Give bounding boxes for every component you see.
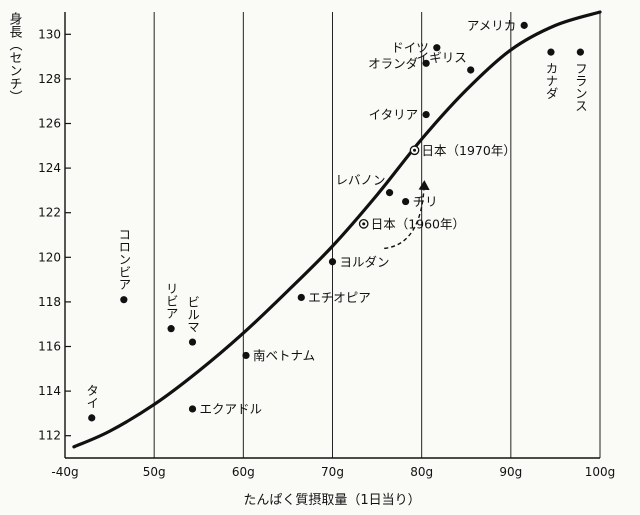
point-label-14: ドイツ — [391, 40, 429, 55]
trend-curve — [72, 10, 602, 449]
point-marker-7 — [328, 258, 337, 266]
axes: 112 114 116 118 120 122 124 126 128 130 -40g 50g 60g… — [38, 12, 615, 479]
y-tick-label-130: 130 — [38, 27, 61, 41]
point-label-15: イギリス — [417, 50, 467, 65]
y-tick-label-122: 122 — [38, 206, 61, 220]
point-marker-10 — [402, 197, 410, 206]
y-tick-label-112: 112 — [38, 429, 61, 443]
point-marker-8 — [362, 222, 366, 226]
point-label-3: ビルマ — [185, 296, 200, 334]
point-marker-2 — [167, 325, 175, 333]
trend-curve-layer — [72, 10, 602, 449]
y-tick-label-116: 116 — [38, 340, 61, 354]
point-label-0: タイ — [84, 384, 99, 409]
point-marker-11 — [413, 148, 417, 152]
point-marker-4 — [188, 405, 197, 413]
point-marker-15 — [467, 66, 475, 74]
point-label-12: イタリア — [369, 107, 419, 122]
y-axis-title: 身長（センチ） — [7, 11, 23, 103]
point-marker-5 — [242, 351, 250, 360]
annotation-arrow-layer — [384, 180, 430, 250]
point-label-7: ヨルダン — [340, 254, 390, 269]
y-tick-label-120: 120 — [38, 250, 61, 264]
point-label-13: オランダ — [368, 56, 418, 71]
point-label-6: エチオピア — [308, 290, 371, 305]
grid — [153, 12, 601, 458]
y-tick-label-126: 126 — [38, 117, 61, 131]
point-marker-6 — [297, 293, 305, 302]
point-marker-0 — [88, 414, 96, 422]
point-label-8: 日本（1960年） — [371, 216, 465, 231]
point-marker-14 — [433, 44, 441, 52]
point-label-2: リビア — [164, 282, 179, 320]
x-tick-label-70: 70g — [321, 465, 344, 479]
y-tick-label-114: 114 — [38, 384, 61, 398]
point-marker-9 — [385, 189, 394, 197]
point-label-10: チリ — [413, 194, 438, 209]
point-marker-1 — [120, 296, 128, 304]
point-label-5: 南ベトナム — [253, 348, 315, 363]
point-marker-3 — [188, 338, 197, 346]
x-tick-label-90: 90g — [499, 465, 522, 479]
point-marker-17 — [547, 48, 555, 56]
point-marker-12 — [422, 110, 430, 119]
point-label-1: コロンビア — [116, 228, 131, 291]
point-label-18: フランス — [573, 62, 588, 112]
point-label-17: カナダ — [543, 62, 558, 100]
annotation-arrow — [384, 180, 430, 250]
point-label-16: アメリカ — [467, 18, 516, 33]
data-points — [88, 21, 584, 422]
y-tick-label-128: 128 — [38, 72, 61, 86]
y-tick-label-118: 118 — [38, 295, 61, 309]
point-marker-18 — [576, 48, 584, 56]
point-marker-16 — [520, 21, 528, 29]
point-label-9: レバノン — [336, 173, 386, 188]
x-tick-label-50: 50g — [143, 465, 166, 479]
point-label-4: エクアドル — [200, 401, 263, 416]
y-tick-label-124: 124 — [38, 161, 61, 175]
point-label-11: 日本（1970年） — [422, 143, 516, 158]
x-tick-label-60: 60g — [232, 465, 255, 479]
x-tick-label-100: 100g — [585, 465, 616, 479]
x-axis-title: たんぱく質摂取量（1日当り） — [243, 492, 420, 508]
x-tick-label-80: 80g — [410, 465, 433, 479]
point-marker-13 — [422, 59, 430, 67]
x-tick-label-40: -40g — [51, 465, 78, 479]
